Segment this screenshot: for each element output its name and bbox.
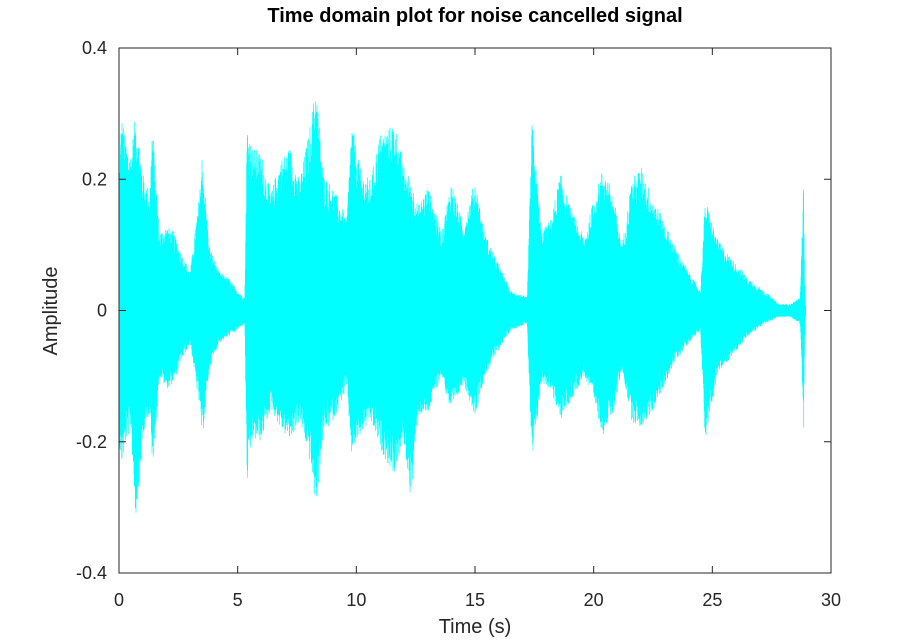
chart-title: Time domain plot for noise cancelled sig…: [267, 5, 682, 27]
signal-trace: [118, 101, 807, 513]
x-tick-label: 5: [233, 590, 243, 610]
y-tick-label: -0.2: [76, 432, 107, 452]
x-tick-label: 0: [114, 590, 124, 610]
x-axis-label: Time (s): [439, 616, 512, 638]
y-tick-label: 0.2: [82, 169, 107, 189]
y-tick-label: 0: [97, 301, 107, 321]
x-tick-label: 15: [465, 590, 485, 610]
y-tick-label: 0.4: [82, 38, 107, 58]
x-tick-label: 25: [702, 590, 722, 610]
x-tick-label: 20: [584, 590, 604, 610]
signal-layer: [118, 101, 807, 513]
y-axis-label: Amplitude: [40, 267, 62, 356]
x-axis: 0 5 10 15 20 25 30: [114, 48, 841, 610]
x-tick-label: 30: [821, 590, 841, 610]
x-tick-label: 10: [346, 590, 366, 610]
y-axis: -0.4 -0.2 0 0.2 0.4: [76, 38, 831, 583]
y-tick-label: -0.4: [76, 563, 107, 583]
